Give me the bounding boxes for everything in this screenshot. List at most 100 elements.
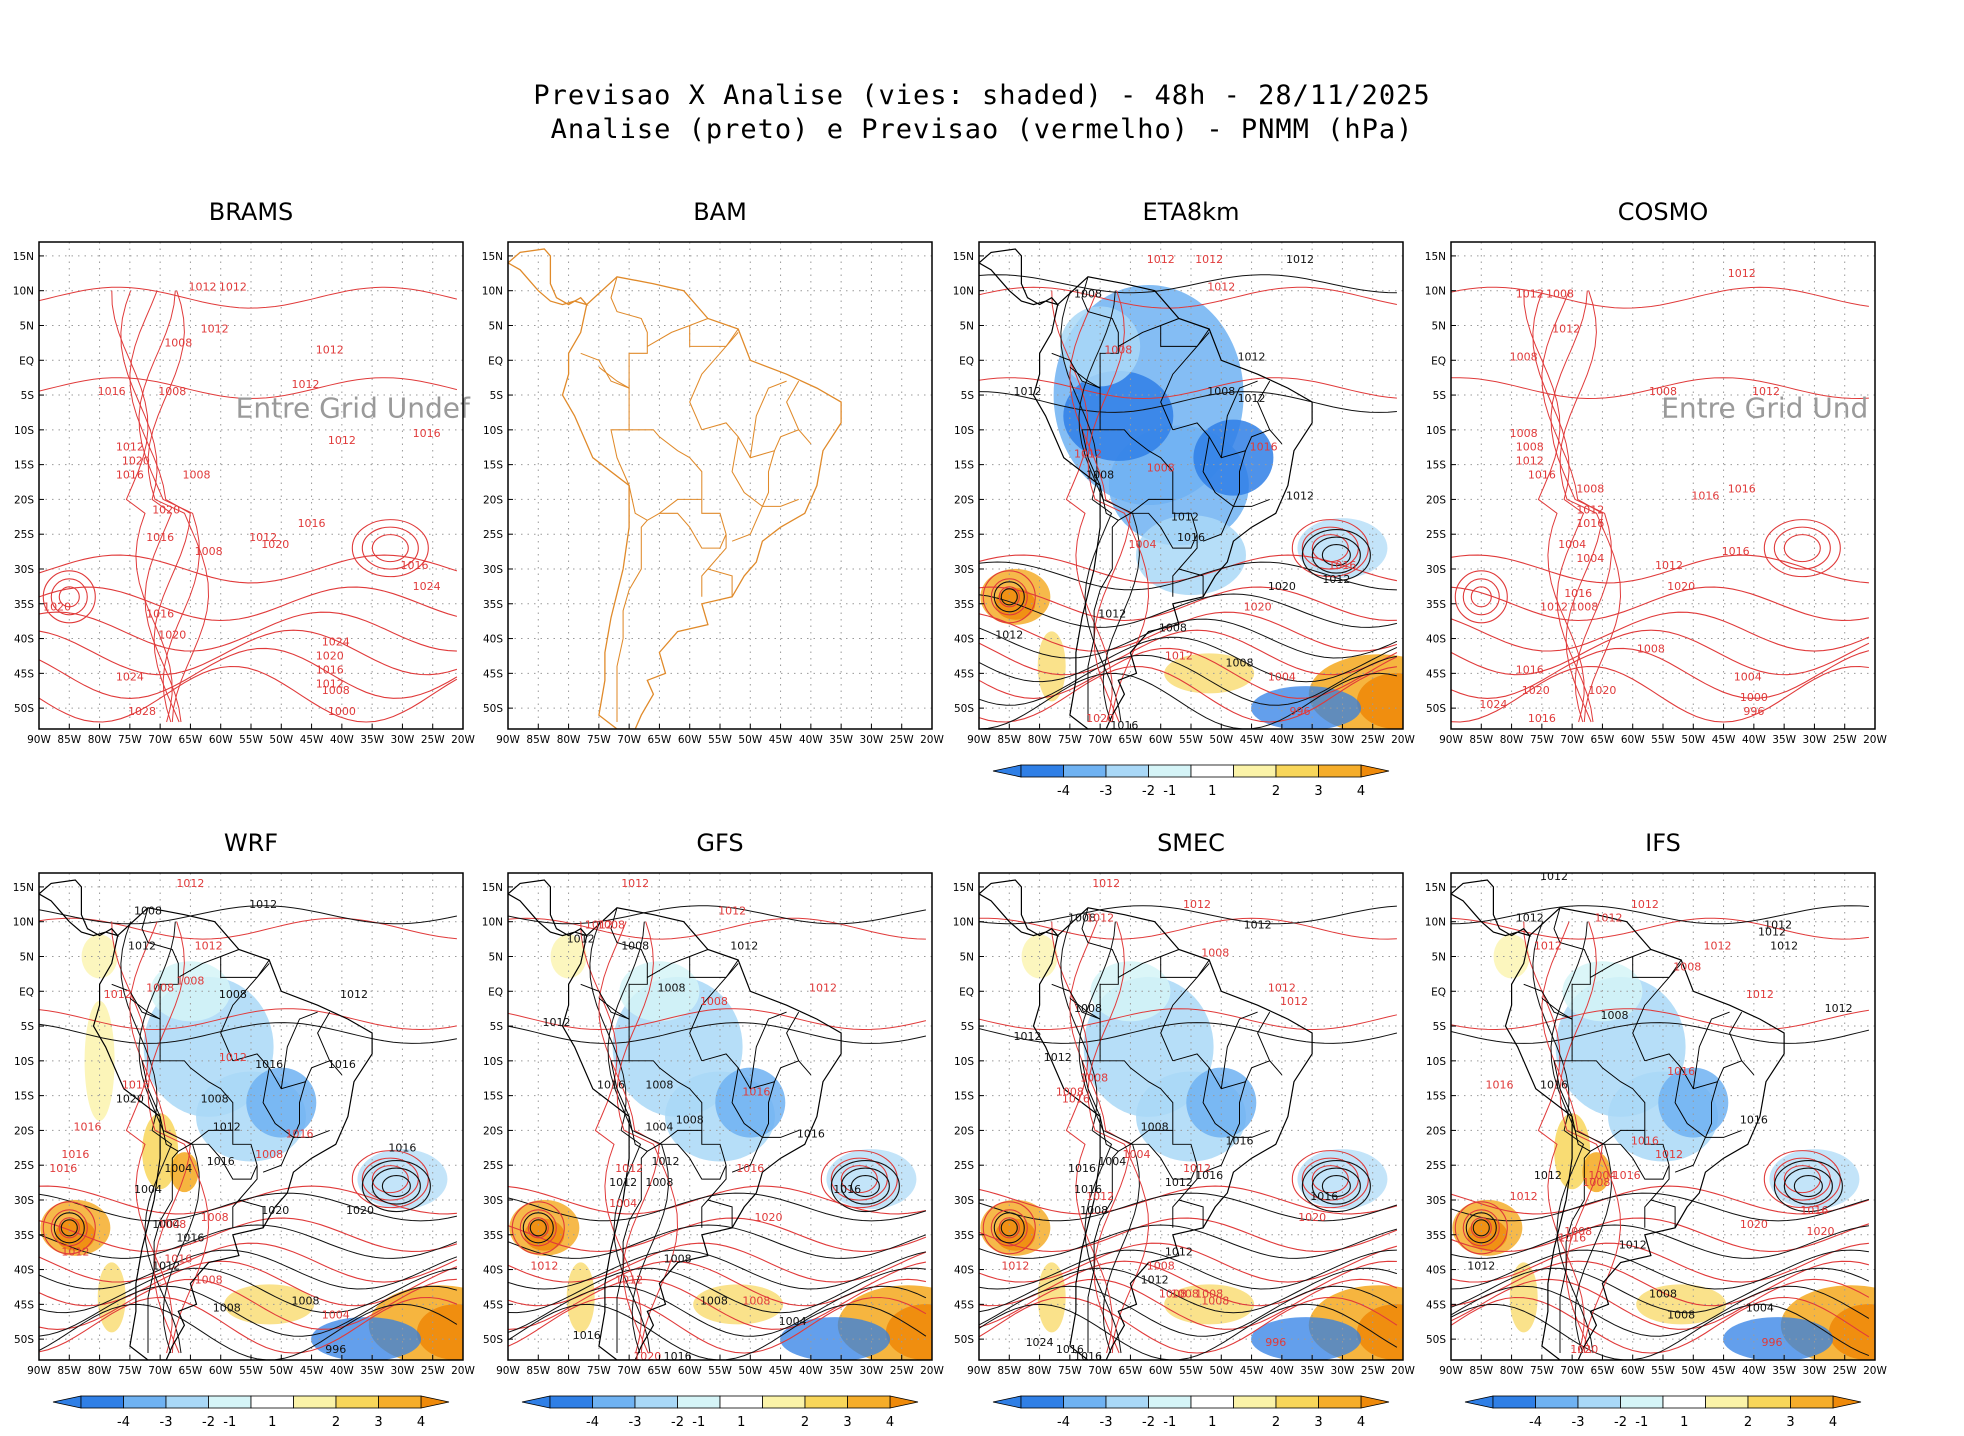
lat-tick-label: 15S (954, 460, 974, 472)
lat-tick-label: 40S (954, 1265, 974, 1277)
lat-tick-label: 15S (1426, 460, 1446, 472)
contour-label: 1008 (146, 981, 174, 994)
lat-tick-label: 15S (1426, 1091, 1446, 1103)
lat-tick-label: 5S (490, 390, 504, 402)
lon-tick-label: 20W (1391, 734, 1415, 746)
contour-label: 1016 (1195, 1169, 1223, 1182)
lon-tick-label: 55W (708, 734, 732, 746)
contour-label: 1008 (1171, 1287, 1199, 1300)
lat-tick-label: 10S (1426, 1056, 1446, 1068)
contour-label: 1024 (116, 670, 144, 683)
lat-tick-label: 10N (1425, 286, 1446, 298)
colorbar-tick-label: 2 (801, 1415, 809, 1430)
contour-label: 1016 (1558, 1232, 1586, 1245)
contour-label: 1028 (128, 705, 156, 718)
figure-title: Previsao X Analise (vies: shaded) - 48h … (533, 80, 1431, 111)
lat-tick-label: 20S (14, 494, 34, 506)
contour-label: 1016 (1074, 1350, 1102, 1363)
contour-label: 1004 (1746, 1301, 1774, 1314)
contour-label: 1012 (1183, 898, 1211, 911)
contour-label: 1016 (328, 1058, 356, 1071)
contour-label: 1020 (261, 538, 289, 551)
contour-label: 1012 (1758, 926, 1786, 939)
lat-tick-label: 25S (954, 529, 974, 541)
contour-label: 1016 (1631, 1134, 1659, 1147)
lon-tick-label: 70W (617, 1365, 641, 1377)
contour-label: 1012 (1746, 988, 1774, 1001)
colorbar-tick-label: 1 (1208, 1415, 1216, 1430)
colorbar-tick-label: -1 (1163, 784, 1176, 799)
lat-tick-label: 25S (954, 1160, 974, 1172)
contour-label: 1016 (1310, 1190, 1338, 1203)
contour-label: 1016 (1074, 1183, 1102, 1196)
lon-tick-label: 40W (1742, 734, 1766, 746)
lat-tick-label: 15S (483, 1091, 503, 1103)
contour-label: 1016 (1177, 531, 1205, 544)
lat-tick-label: 5S (1433, 1021, 1447, 1033)
lat-tick-label: 5N (1431, 951, 1446, 963)
contour-label: 1012 (585, 919, 613, 932)
lon-tick-label: 35W (1772, 1365, 1796, 1377)
contour-label: 1008 (195, 545, 223, 558)
contour-label: 1008 (664, 1253, 692, 1266)
contour-label: 1008 (1159, 1287, 1187, 1300)
contour-label: 1012 (1086, 1190, 1114, 1203)
lon-tick-label: 85W (1469, 1365, 1493, 1377)
contour-label: 1016 (298, 517, 326, 530)
contour-label: 1004 (152, 1218, 180, 1231)
contour-label: 1012 (340, 988, 368, 1001)
contour-label: 1016 (1613, 1169, 1641, 1182)
lon-tick-label: 80W (88, 734, 112, 746)
colorbar-tick-label: -3 (160, 1415, 173, 1430)
contour-label: 1012 (809, 981, 837, 994)
contour-label: 1012 (1516, 912, 1544, 925)
lat-tick-label: 35S (1426, 599, 1446, 611)
contour-label: 1012 (1092, 877, 1120, 890)
colorbar-tick-label: 3 (1786, 1415, 1794, 1430)
colorbar: -4 -3 -2 -1 1 2 3 4 (992, 764, 1390, 799)
contour-label: 1016 (833, 1183, 861, 1196)
lon-tick-label: 40W (799, 734, 823, 746)
contour-label: 1012 (530, 1260, 558, 1273)
lon-tick-label: 75W (118, 734, 142, 746)
contour-label: 1012 (1322, 573, 1350, 586)
contour-label: 1016 (146, 608, 174, 621)
contour-label: 1008 (742, 1294, 770, 1307)
lon-tick-label: 85W (526, 1365, 550, 1377)
contour-label: 1008 (1225, 656, 1253, 669)
lon-tick-label: 20W (920, 734, 944, 746)
lon-tick-label: 55W (239, 1365, 263, 1377)
lon-tick-label: 90W (1439, 1365, 1463, 1377)
colorbar-tick-label: -3 (1100, 1415, 1113, 1430)
lat-tick-label: 30S (483, 564, 503, 576)
lon-tick-label: 90W (496, 1365, 520, 1377)
contour-label: 1012 (1631, 898, 1659, 911)
contour-label: 1012 (176, 877, 204, 890)
contour-label: 1012 (104, 988, 132, 1001)
lon-tick-label: 70W (148, 734, 172, 746)
contour-label: 1012 (116, 441, 144, 454)
contour-label: 1016 (1485, 1079, 1513, 1092)
lat-tick-label: 15S (14, 1091, 34, 1103)
contour-label: 1012 (189, 281, 217, 294)
lat-tick-label: 40S (483, 1265, 503, 1277)
lat-tick-label: 10S (14, 1056, 34, 1068)
contour-label: 1012 (1594, 912, 1622, 925)
contour-label: 1020 (1806, 1225, 1834, 1238)
contour-label: 1016 (1516, 663, 1544, 676)
lat-tick-label: 15N (482, 251, 503, 263)
lon-tick-label: 75W (587, 734, 611, 746)
lat-tick-label: 35S (14, 599, 34, 611)
undefined-grid-note: Entre Grid Und (1661, 391, 1868, 424)
contour-label: 1020 (1667, 580, 1695, 593)
lat-tick-label: 50S (954, 1334, 974, 1346)
contour-label: 1012 (328, 434, 356, 447)
lat-tick-label: 10N (953, 917, 974, 929)
colorbar-tick-label: 2 (1272, 1415, 1280, 1430)
contour-label: 1016 (116, 469, 144, 482)
contour-label: 1008 (1516, 441, 1544, 454)
contour-label: 1016 (1576, 517, 1604, 530)
lon-tick-label: 85W (57, 734, 81, 746)
contour-label: 1008 (1068, 912, 1096, 925)
